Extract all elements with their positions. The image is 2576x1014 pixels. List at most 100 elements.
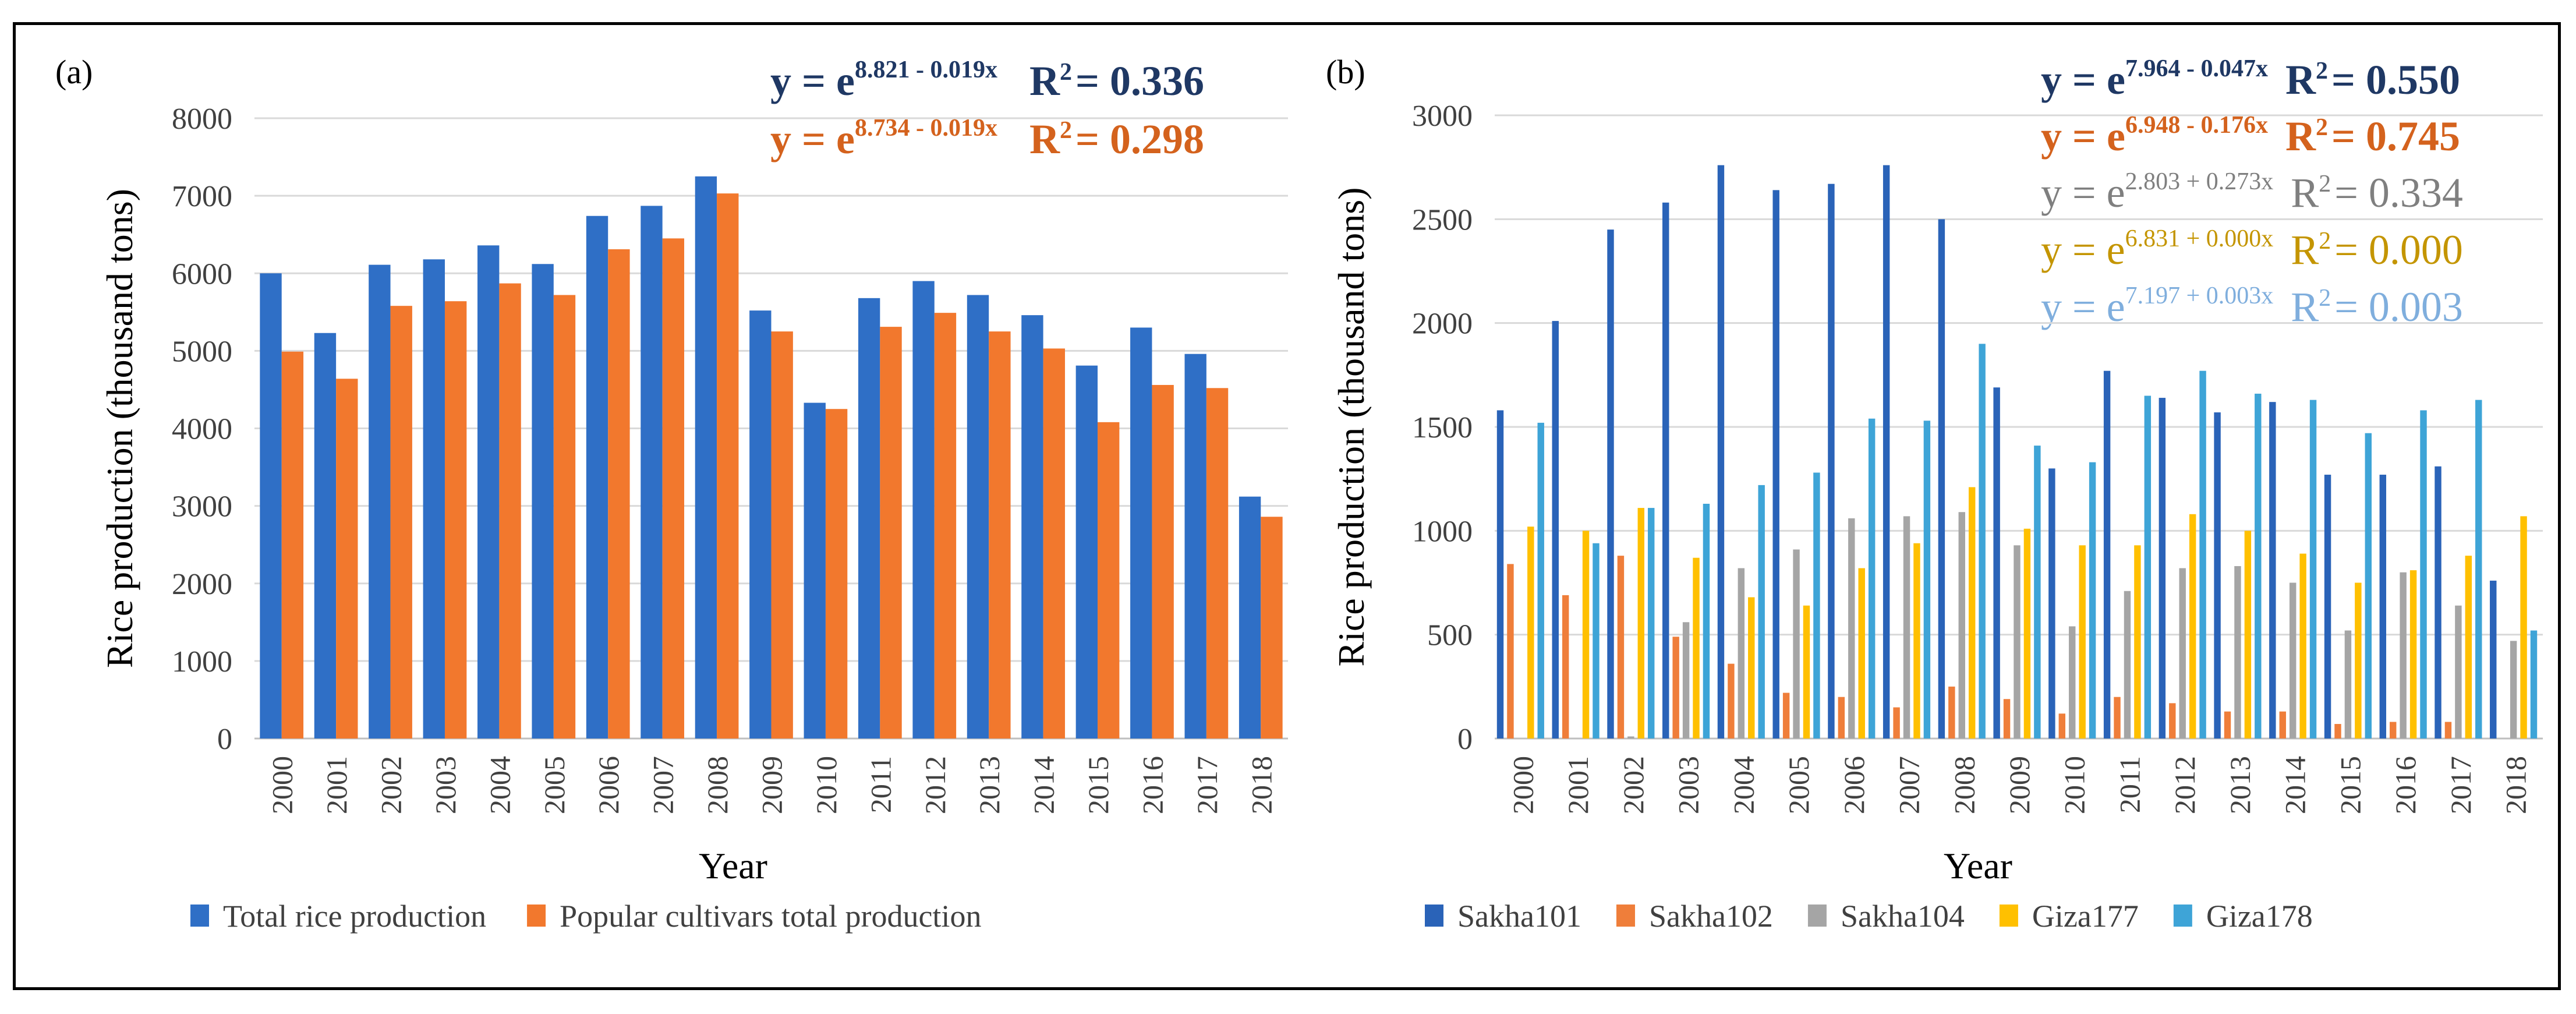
bar-total-rice-production-2002 (369, 264, 391, 739)
bar-sakha104-2009 (2014, 545, 2021, 739)
bar-giza178-2017 (2475, 400, 2482, 739)
y-tick-label: 0 (1457, 723, 1473, 756)
bar-total-rice-production-2015 (1075, 365, 1098, 739)
bar-sakha101-2001 (1552, 321, 1559, 739)
x-tick-label: 2008 (1948, 756, 1980, 814)
bar-sakha101-2015 (2324, 475, 2331, 739)
bar-total-rice-production-2006 (586, 215, 608, 739)
bar-sakha101-2005 (1772, 190, 1779, 739)
panel-a-label: (a) (55, 53, 93, 91)
bar-giza177-2006 (1858, 568, 1865, 739)
bar-sakha101-2004 (1717, 165, 1725, 739)
bar-sakha102-2011 (2114, 697, 2121, 739)
bar-sakha104-2015 (2344, 630, 2352, 739)
bar-total-rice-production-2009 (749, 310, 772, 739)
x-tick-label: 2007 (1893, 756, 1926, 814)
x-tick-label: 2016 (1136, 756, 1169, 814)
y-tick-label: 1000 (172, 645, 232, 679)
bar-sakha102-2010 (2058, 713, 2066, 739)
panel-b-equation-2: y = e6.948 - 0.176x R2= 0.745 (2041, 112, 2460, 160)
bar-total-rice-production-2017 (1184, 354, 1206, 739)
x-tick-label: 2015 (1082, 756, 1114, 814)
legend-swatch (1616, 905, 1635, 927)
bar-giza178-2013 (2255, 393, 2262, 739)
bar-giza177-2003 (1693, 557, 1700, 739)
bar-sakha104-2008 (1958, 512, 1965, 739)
bar-total-rice-production-2008 (695, 176, 717, 739)
bar-sakha102-2013 (2224, 711, 2231, 739)
bar-giza177-2005 (1803, 605, 1810, 739)
bar-giza177-2018 (2520, 516, 2527, 739)
bar-sakha101-2007 (1883, 165, 1890, 739)
legend-swatch (190, 905, 209, 927)
panel-a-equation-popular: y = e8.734 - 0.019x R2= 0.298 (770, 115, 1204, 162)
bar-popular-cultivars-total-production-2012 (934, 313, 957, 739)
bar-sakha102-2015 (2334, 724, 2341, 739)
bar-giza178-2001 (1593, 543, 1600, 739)
bar-giza178-2012 (2199, 370, 2206, 739)
bar-sakha101-2018 (2490, 580, 2497, 739)
x-tick-label: 2017 (1191, 756, 1223, 814)
x-tick-label: 2011 (864, 756, 897, 813)
bar-total-rice-production-2012 (912, 281, 935, 739)
bar-sakha101-2013 (2214, 412, 2221, 739)
bar-sakha102-2014 (2279, 711, 2286, 739)
bar-popular-cultivars-total-production-2001 (336, 379, 358, 739)
y-tick-label: 6000 (172, 257, 232, 291)
panel-a-equation-total: y = e8.821 - 0.019x R2= 0.336 (770, 56, 1204, 104)
y-tick-label: 5000 (172, 335, 232, 368)
y-axis-title: Rice production (thousand tons) (99, 189, 140, 668)
bar-popular-cultivars-total-production-2007 (662, 238, 685, 739)
y-tick-label: 500 (1427, 619, 1473, 652)
legend-label: Popular cultivars total production (560, 899, 981, 934)
x-tick-label: 2004 (483, 756, 516, 814)
bar-giza177-2010 (2079, 545, 2086, 739)
x-tick-label: 2014 (2279, 756, 2312, 814)
bar-popular-cultivars-total-production-2015 (1098, 422, 1120, 739)
bar-total-rice-production-2000 (260, 273, 282, 739)
bar-sakha104-2003 (1682, 622, 1690, 739)
x-tick-label: 2007 (647, 756, 680, 814)
legend-swatch (1425, 905, 1443, 927)
bar-giza178-2002 (1647, 508, 1655, 739)
x-tick-label: 2004 (1727, 756, 1760, 814)
bar-sakha104-2005 (1793, 549, 1800, 739)
bar-total-rice-production-2007 (641, 206, 663, 739)
bar-sakha104-2012 (2179, 568, 2186, 739)
bar-total-rice-production-2001 (314, 333, 337, 739)
legend-label: Giza178 (2206, 899, 2313, 934)
bar-giza178-2005 (1813, 472, 1820, 739)
bar-popular-cultivars-total-production-2009 (771, 331, 793, 739)
x-axis-title: Year (699, 845, 767, 886)
bar-sakha102-2006 (1838, 697, 1845, 739)
bar-total-rice-production-2018 (1239, 496, 1261, 739)
y-tick-label: 2500 (1412, 203, 1473, 236)
x-tick-label: 2013 (2224, 756, 2256, 814)
bar-total-rice-production-2014 (1021, 315, 1043, 739)
bar-giza177-2002 (1637, 508, 1644, 739)
bar-popular-cultivars-total-production-2003 (444, 301, 467, 739)
bar-giza178-2008 (1979, 344, 1986, 739)
figure-frame: (a) y = e8.821 - 0.019x R2= 0.336 y = e8.… (13, 22, 2561, 990)
bar-giza178-2015 (2365, 433, 2372, 739)
bar-giza177-2013 (2244, 531, 2252, 739)
bar-sakha102-2007 (1893, 707, 1900, 739)
x-tick-label: 2006 (1838, 756, 1870, 814)
bar-giza177-2016 (2409, 570, 2417, 739)
x-axis-title: Year (1944, 845, 2012, 886)
bar-giza178-2014 (2309, 400, 2317, 739)
x-tick-label: 2006 (592, 756, 625, 814)
bar-sakha104-2016 (2400, 572, 2407, 739)
x-tick-label: 2002 (375, 756, 408, 814)
x-tick-label: 2010 (2058, 756, 2091, 814)
bar-giza177-2017 (2465, 556, 2472, 739)
bar-total-rice-production-2005 (532, 264, 554, 739)
figure-canvas: (a) y = e8.821 - 0.019x R2= 0.336 y = e8.… (55, 53, 2543, 934)
x-tick-label: 2009 (756, 756, 788, 814)
bar-giza178-2000 (1537, 422, 1544, 739)
x-tick-label: 2012 (2168, 756, 2201, 814)
bar-giza178-2016 (2420, 410, 2427, 739)
legend-swatch (1999, 905, 2018, 927)
x-tick-label: 2001 (320, 756, 353, 814)
bar-total-rice-production-2004 (477, 245, 500, 739)
